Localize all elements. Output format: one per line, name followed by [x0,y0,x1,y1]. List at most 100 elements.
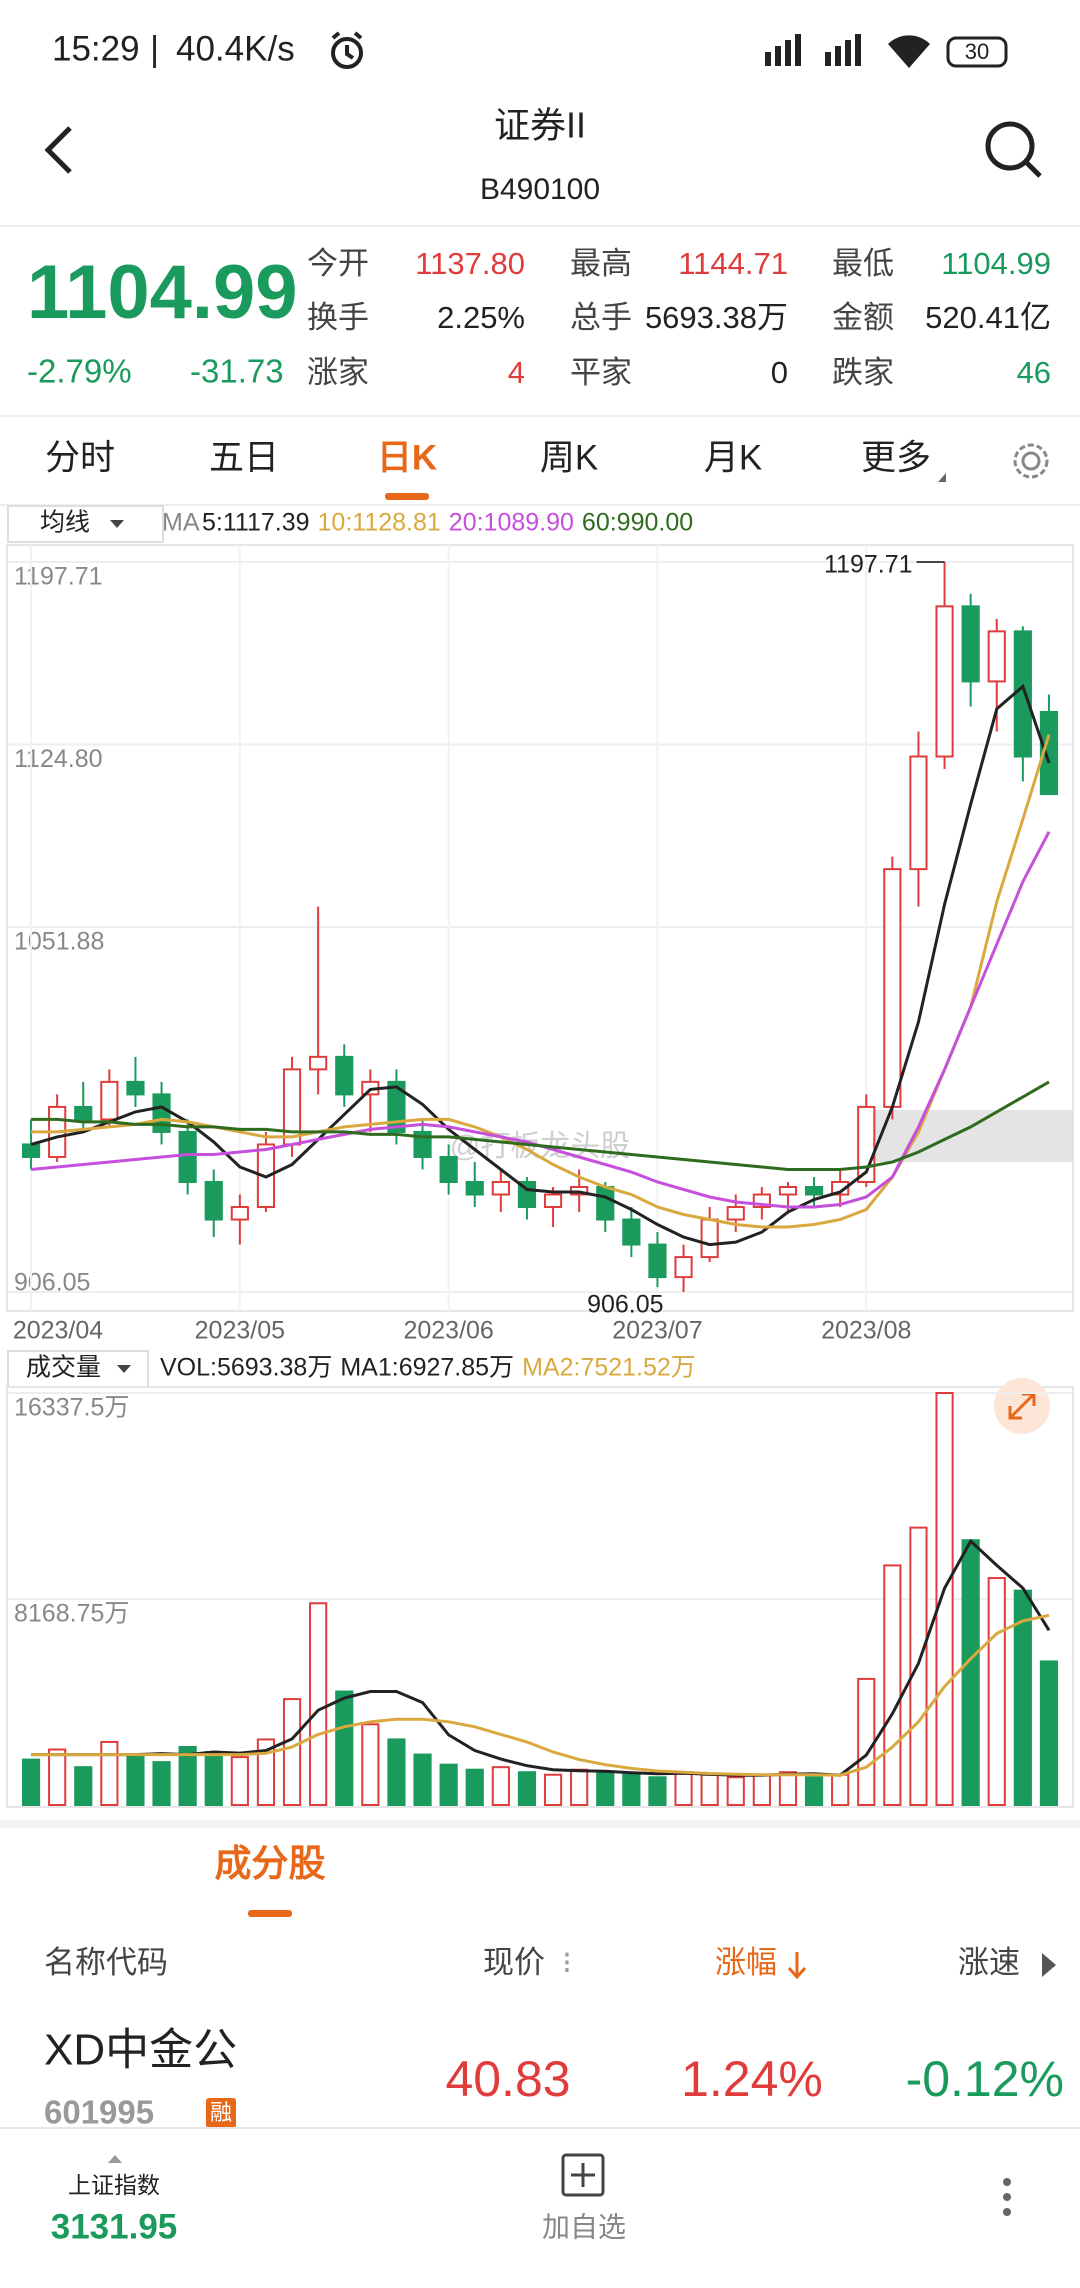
tab[interactable]: 周K [540,438,598,477]
volume-bar [961,1539,980,1807]
constituent-row[interactable]: XD中金公 601995 融 40.83 1.24% -0.12% [44,2026,1064,2131]
candle-body [648,1243,667,1279]
ma-line [30,683,1051,1247]
volume-bar [439,1763,458,1807]
candle-body [778,1186,798,1196]
stat-value: 4 [508,355,525,390]
signal-icons [765,34,930,68]
back-button[interactable] [44,126,72,174]
stat-label: 涨家 [307,355,369,390]
tab[interactable]: 分时 [45,438,115,477]
more-triangle [938,473,946,482]
stat-label: 今开 [307,246,369,281]
column-header[interactable]: 现价 [483,1945,545,1980]
legend-entry: VOL:5693.38万 [160,1354,332,1382]
ma-button[interactable]: 均线 [40,509,90,537]
badge: 融 [210,2100,232,2125]
status-sep: | [150,29,159,68]
volume-bar [230,1756,249,1806]
volume-bar [648,1776,667,1806]
volume-bar [543,1773,563,1806]
battery-icon [946,36,1008,68]
volume-bar [987,1577,1006,1806]
ma-button-frame[interactable] [7,505,164,543]
y-tick-label: 1051.88 [14,928,104,956]
volume-bar [1039,1660,1059,1807]
candle-body [831,1180,850,1196]
volume-bar [778,1771,798,1807]
legend-entry: 20:1089.90 [449,509,574,537]
stats: 今开 1137.80 最高 1144.71 最低 1104.99 换手 2.25% 总手 5693… [307,246,1051,390]
tab[interactable]: 五日 [209,438,279,477]
index-name[interactable]: 上证指数 [68,2172,160,2198]
add-watchlist-icon[interactable] [561,2153,605,2197]
ma-line [31,734,1051,1229]
y-tick-label: 906.05 [14,1269,90,1297]
ma-line [31,1080,1050,1171]
y-tick-label: 1124.80 [14,745,103,773]
volume-bar [74,1766,93,1807]
x-tick-label: 2023/06 [403,1317,493,1345]
volume-bar [361,1723,380,1807]
candle-body [935,605,954,758]
tab[interactable]: 更多 [861,438,931,477]
candle-body [543,1193,563,1209]
status-speed: 40.4K/s [176,29,295,68]
expand-button[interactable] [994,1378,1050,1434]
candle-body [622,1218,641,1246]
stat-label: 最低 [832,246,894,281]
volume-bar [491,1766,510,1807]
volume-bar [256,1738,276,1807]
candle-body [909,755,928,871]
volume-bar [726,1776,745,1806]
volume-button[interactable]: 成交量 [26,1354,101,1382]
volume-bar [674,1771,693,1807]
candle-body [804,1186,824,1196]
search-button[interactable] [985,121,1042,178]
tab[interactable]: 月K [704,438,762,477]
bottom-bar [0,2128,1080,2288]
volume-bar [465,1768,484,1806]
sort-arrow [787,1952,807,1980]
volume-bar [309,1602,328,1806]
tab-underline [385,493,429,500]
index-value[interactable]: 3131.95 [51,2207,178,2246]
status-time: 15:29 [52,29,140,68]
candle-body [1039,710,1059,796]
volume-bar [804,1776,824,1806]
column-header[interactable]: 涨幅 [715,1945,777,1980]
section-title[interactable]: 成分股 [215,1843,326,1884]
column-header[interactable]: 涨速 [958,1945,1020,1980]
volume-bar [596,1771,615,1807]
charts: 1197.71 1124.80 1051.88 906.05 2023/04 2023/0… [7,509,1073,1807]
candle-body [335,1055,354,1096]
stat-label: 换手 [307,300,369,335]
stat-value: 1137.80 [415,246,525,281]
volume-bar [831,1773,850,1806]
volume-bar [282,1698,302,1806]
volume-bar [883,1564,902,1806]
volume-bar [570,1768,589,1806]
candle-body [517,1180,537,1209]
page-title: 证券II [494,105,586,146]
legend-entry: 60:990.00 [582,509,693,537]
candle-body [491,1180,510,1196]
volume-bar [413,1753,432,1806]
stat-value: 1104.99 [941,246,1051,281]
add-watchlist[interactable]: 加自选 [542,2211,626,2242]
stat-label: 最高 [570,246,632,281]
scroll-arrow[interactable] [1042,1953,1056,1977]
candle-body [961,605,980,683]
stock-speed: -0.12% [906,2051,1064,2107]
more-menu[interactable] [1003,2178,1011,2216]
volume-bar [700,1773,719,1806]
volume-bar [21,1758,41,1807]
low-label: 906.05 [587,1291,663,1319]
change-percent: -2.79% [27,353,132,390]
legend-entry: MA2:7521.52万 [522,1354,696,1382]
settings-button[interactable] [1013,443,1049,479]
tab[interactable]: 日K [377,438,437,477]
x-tick-label: 2023/07 [612,1317,702,1345]
stat-value: 2.25% [437,300,525,335]
candle-body [465,1180,484,1196]
